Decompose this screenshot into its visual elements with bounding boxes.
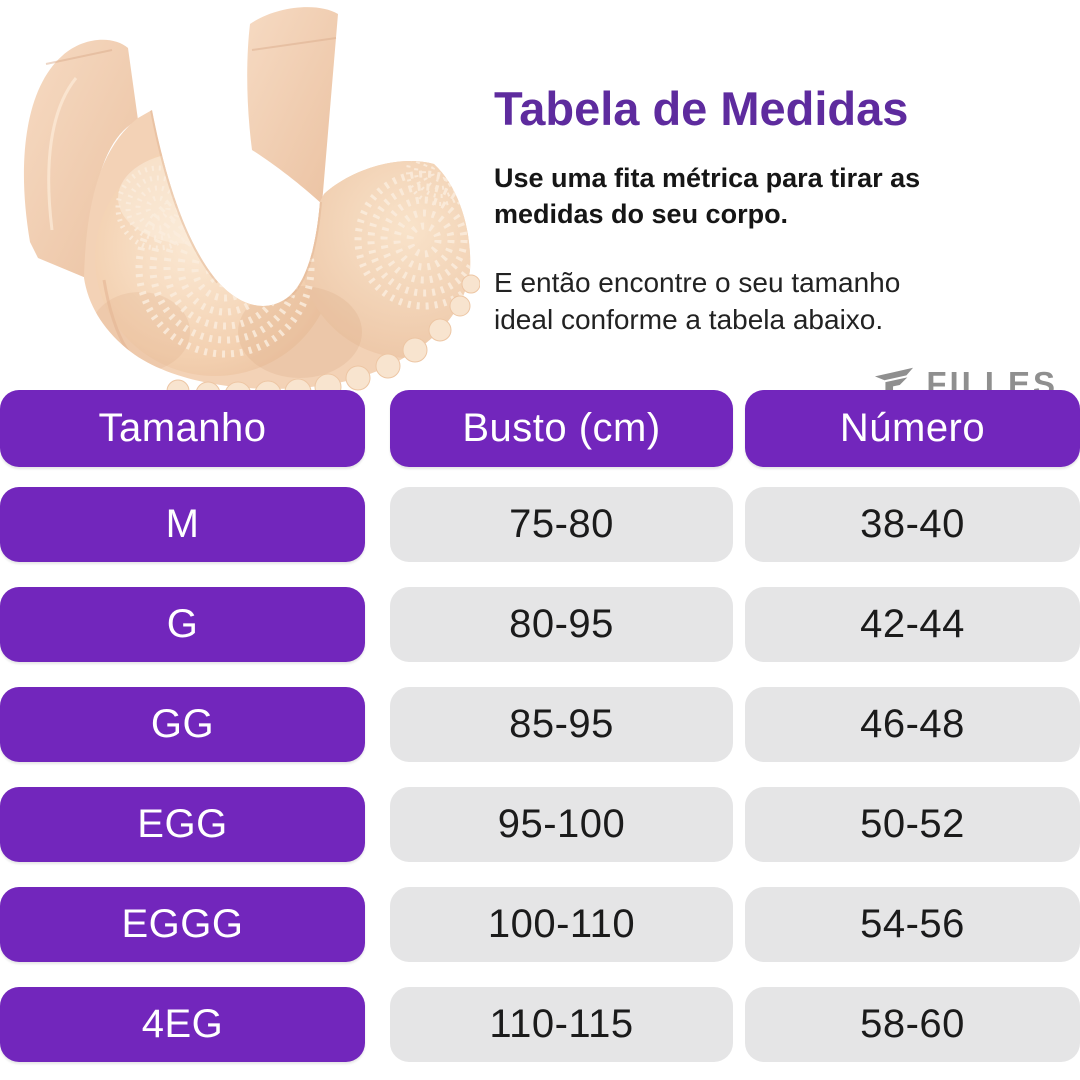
number-cell: 42-44 — [745, 587, 1080, 662]
bra-product-illustration — [23, 7, 481, 409]
size-cell: M — [0, 487, 365, 562]
size-table: Tamanho Busto (cm) Número M 75-80 38-40 … — [0, 390, 1080, 1080]
table-row: GG 85-95 46-48 — [0, 687, 1080, 762]
bust-cell: 80-95 — [390, 587, 733, 662]
table-row: M 75-80 38-40 — [0, 487, 1080, 562]
size-cell: EGGG — [0, 887, 365, 962]
size-cell: 4EG — [0, 987, 365, 1062]
size-cell: EGG — [0, 787, 365, 862]
bust-cell: 75-80 — [390, 487, 733, 562]
number-cell: 54-56 — [745, 887, 1080, 962]
size-cell: GG — [0, 687, 365, 762]
number-cell: 50-52 — [745, 787, 1080, 862]
bust-cell: 100-110 — [390, 887, 733, 962]
page-title: Tabela de Medidas — [494, 82, 909, 135]
bra-left-strap — [23, 39, 139, 278]
bust-cell: 95-100 — [390, 787, 733, 862]
instruction-secondary: E então encontre o seu tamanho ideal con… — [494, 267, 901, 335]
bust-cell: 110-115 — [390, 987, 733, 1062]
number-cell: 58-60 — [745, 987, 1080, 1062]
table-header-row: Tamanho Busto (cm) Número — [0, 390, 1080, 467]
bust-cell: 85-95 — [390, 687, 733, 762]
number-cell: 38-40 — [745, 487, 1080, 562]
intro-section: Tabela de Medidas Use uma fita métrica p… — [494, 84, 1060, 404]
bra-right-strap — [247, 7, 338, 204]
column-header-tamanho: Tamanho — [0, 390, 365, 467]
number-cell: 46-48 — [745, 687, 1080, 762]
table-row: 4EG 110-115 58-60 — [0, 987, 1080, 1062]
size-cell: G — [0, 587, 365, 662]
table-row: EGGG 100-110 54-56 — [0, 887, 1080, 962]
instruction-primary: Use uma fita métrica para tirar as medid… — [494, 163, 921, 230]
table-row: G 80-95 42-44 — [0, 587, 1080, 662]
table-row: EGG 95-100 50-52 — [0, 787, 1080, 862]
column-header-numero: Número — [745, 390, 1080, 467]
column-header-busto: Busto (cm) — [390, 390, 733, 467]
product-photo — [0, 0, 481, 409]
